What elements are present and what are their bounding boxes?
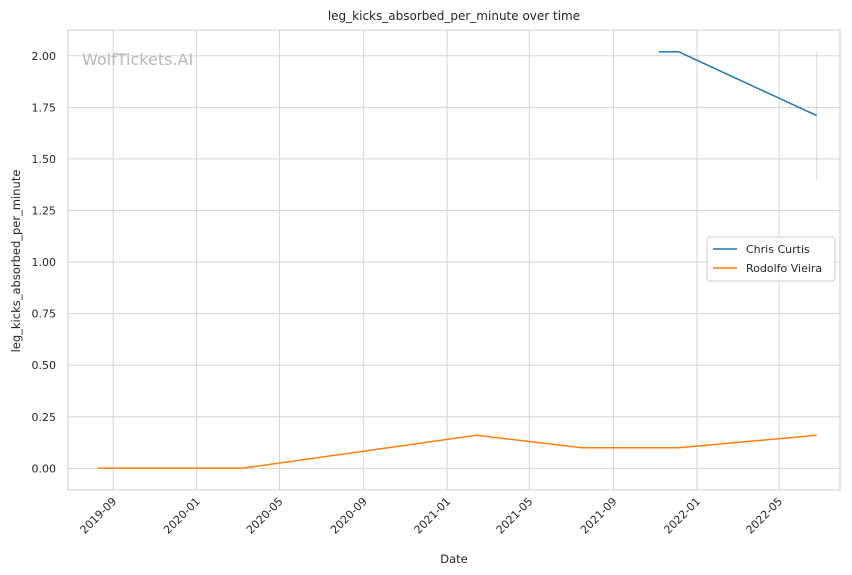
- y-tick-label: 0.50: [32, 359, 57, 372]
- series-line-rodolfo-vieira: [98, 434, 817, 470]
- x-tick-labels: 2019-09 2020-01 2020-05 2020-09 2021-01 2021-…: [78, 495, 786, 537]
- y-tick-label: 2.00: [32, 50, 57, 63]
- x-tick-label: 2020-05: [244, 495, 286, 537]
- legend-label-rodolfo-vieira: Rodolfo Vieira: [746, 262, 822, 275]
- y-tick-labels: 0.00 0.25 0.50 0.75 1.00 1.25 1.50 1.75 2.00: [32, 50, 57, 476]
- chart-title: leg_kicks_absorbed_per_minute over time: [328, 9, 580, 23]
- series-line-chris-curtis: [658, 50, 818, 117]
- x-tick-label: 2022-05: [744, 495, 786, 537]
- y-axis-label: leg_kicks_absorbed_per_minute: [9, 170, 23, 353]
- watermark-text: WolfTickets.AI: [82, 50, 193, 69]
- plot-frame: [67, 29, 841, 491]
- x-axis-label: Date: [440, 552, 468, 566]
- legend: Chris Curtis Rodolfo Vieira: [706, 236, 836, 282]
- legend-box: [706, 236, 836, 282]
- plot-border: [67, 29, 841, 491]
- legend-label-chris-curtis: Chris Curtis: [746, 243, 810, 256]
- x-tick-label: 2019-09: [78, 495, 120, 537]
- y-tick-label: 1.00: [32, 256, 57, 269]
- x-tick-label: 2021-01: [412, 495, 454, 537]
- series-lines: [98, 50, 818, 470]
- y-tick-label: 1.50: [32, 153, 57, 166]
- y-tick-label: 0.00: [32, 462, 57, 475]
- y-tick-label: 0.75: [32, 308, 57, 321]
- y-tick-label: 1.75: [32, 101, 57, 114]
- x-tick-label: 2021-09: [578, 495, 620, 537]
- x-tick-label: 2020-01: [161, 495, 203, 537]
- x-tick-label: 2020-09: [328, 495, 370, 537]
- x-tick-label: 2021-05: [494, 495, 536, 537]
- x-tick-label: 2022-01: [661, 495, 703, 537]
- y-tick-label: 1.25: [32, 204, 57, 217]
- y-tick-label: 0.25: [32, 411, 57, 424]
